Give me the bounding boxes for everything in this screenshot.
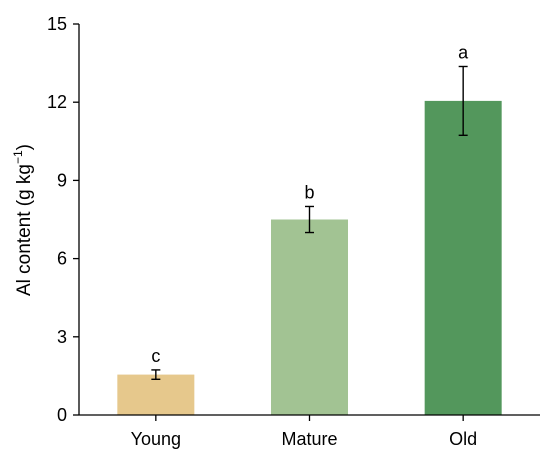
y-axis: 0 3 6 9 12 15 <box>47 14 80 425</box>
y-tick-label: 12 <box>47 92 67 112</box>
error-bars-group <box>151 65 468 380</box>
error-bar-mature <box>305 205 314 234</box>
bar-young <box>117 374 195 415</box>
y-tick-label: 6 <box>57 249 67 269</box>
y-tick-label: 3 <box>57 327 67 347</box>
bar-mature <box>271 219 348 415</box>
y-tick-label: 0 <box>57 405 67 425</box>
error-bar-old <box>458 65 468 137</box>
bars-group <box>117 100 502 415</box>
y-tick-label: 15 <box>47 14 67 34</box>
significance-labels-group: c b a <box>151 42 469 365</box>
y-axis-title: Al content (g kg−1) <box>11 144 35 296</box>
x-tick-label-old: Old <box>449 429 477 449</box>
x-tick-label-mature: Mature <box>281 429 337 449</box>
x-tick-label-young: Young <box>131 429 181 449</box>
x-axis: Young Mature Old <box>79 414 540 449</box>
bar-old <box>424 100 502 415</box>
significance-label-mature: b <box>304 182 314 202</box>
significance-label-young: c <box>151 346 160 366</box>
y-tick-label: 9 <box>57 170 67 190</box>
error-bar-young <box>151 369 161 380</box>
significance-label-old: a <box>458 42 469 62</box>
